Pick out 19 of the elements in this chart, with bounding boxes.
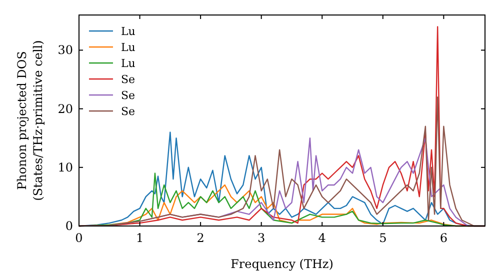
x-axis-title: Frequency (THz)	[230, 257, 334, 271]
x-tick-label: 1	[136, 231, 144, 245]
x-tick-label: 4	[318, 231, 326, 245]
legend-label: Lu	[121, 57, 136, 70]
y-tick-label: 30	[58, 43, 73, 58]
legend-label: Lu	[121, 25, 136, 38]
legend-label: Lu	[121, 41, 136, 54]
legend-label: Se	[121, 73, 136, 86]
x-tick-label: 2	[196, 231, 204, 245]
y-tick-label: 0	[65, 219, 73, 233]
legend-label: Se	[121, 89, 136, 102]
x-tick-label: 0	[75, 231, 83, 245]
x-tick-label: 3	[258, 231, 266, 245]
x-tick-label: 5	[379, 231, 387, 245]
legend-label: Se	[121, 105, 136, 118]
y-axis-title: Phonon projected DOS (States/THz·primitive cell)	[15, 40, 45, 201]
y-tick-label: 20	[58, 102, 73, 116]
y-tick-label: 10	[58, 160, 73, 174]
x-tick-label: 6	[440, 231, 448, 245]
